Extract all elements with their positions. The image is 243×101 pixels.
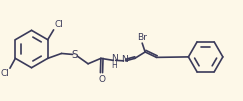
Text: O: O [98,75,105,84]
Text: S: S [71,50,78,60]
Text: Cl: Cl [54,20,63,29]
Text: N: N [121,55,128,64]
Text: H: H [111,61,117,70]
Text: Br: Br [137,33,147,42]
Text: N: N [111,54,118,63]
Text: Cl: Cl [0,69,9,78]
